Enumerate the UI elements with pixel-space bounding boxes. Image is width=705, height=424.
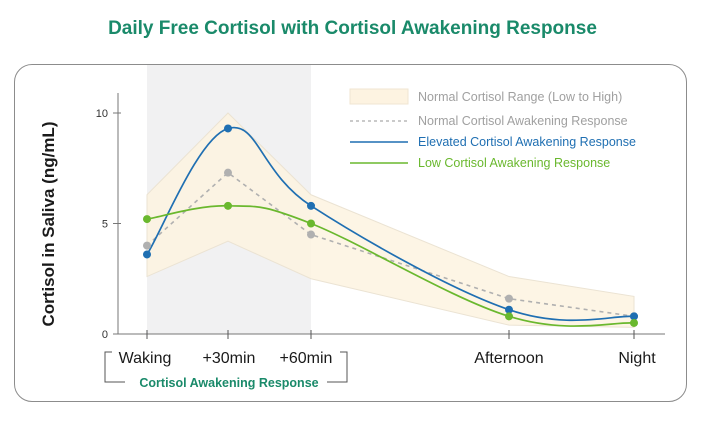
legend-label-normal: Normal Cortisol Awakening Response [418,114,628,128]
data-point-low [143,215,151,224]
chart-frame [14,64,687,402]
data-point-low [307,219,315,228]
data-point-low [630,318,638,327]
data-point-normal [307,230,315,239]
chart-title: Daily Free Cortisol with Cortisol Awaken… [108,18,597,39]
x-tick-label-30min: +30min [203,350,256,367]
y-tick-label: 0 [102,329,108,341]
y-axis-label: Cortisol in Saliva (ng/mL) [39,122,58,327]
data-point-elevated [143,250,151,259]
y-tick-label: 10 [96,108,108,120]
x-tick-label-60min: +60min [280,350,333,367]
data-point-low [505,312,513,321]
car-bracket-right [327,351,348,383]
legend-label-elevated: Elevated Cortisol Awakening Response [418,135,636,149]
data-point-normal [143,241,151,250]
data-point-elevated [307,201,315,210]
series-points [143,124,638,327]
legend-label-low: Low Cortisol Awakening Response [418,156,610,170]
x-tick-label-afternoon: Afternoon [474,350,543,367]
normal-range-band [146,112,635,328]
axes: 0 5 10 [96,93,665,341]
series-line-low [146,204,635,327]
car-bracket-label: Cortisol Awakening Response [139,376,318,390]
x-tick-label-waking: Waking [119,350,172,367]
legend: Normal Cortisol Range (Low to High) Norm… [349,88,636,170]
data-point-low [224,201,232,210]
data-point-elevated [505,305,513,314]
legend-swatch-range [349,88,409,105]
data-point-normal [224,168,232,177]
data-point-elevated [224,124,232,133]
legend-label-range: Normal Cortisol Range (Low to High) [418,90,622,104]
y-tick-label: 5 [102,219,108,231]
car-bracket-left [104,351,125,383]
data-point-elevated [630,312,638,321]
series-line-normal [146,171,635,318]
data-point-normal [505,294,513,303]
x-tick-label-night: Night [618,350,656,367]
